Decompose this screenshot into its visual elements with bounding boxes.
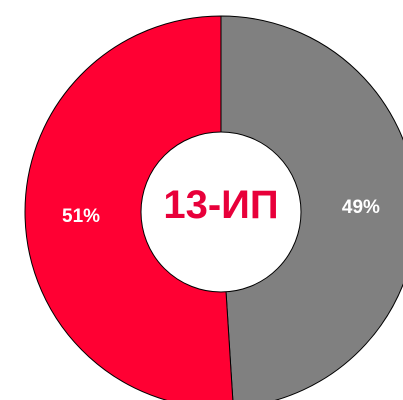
slice-label-1: 49%	[342, 197, 380, 218]
slice-label-2: 51%	[62, 206, 100, 227]
center-label: 13-ИП	[163, 183, 278, 227]
donut-slices	[24, 15, 403, 400]
donut-slice-1	[220, 15, 403, 400]
donut-slice-2	[24, 15, 234, 400]
slice-labels: 49% 51%	[62, 197, 380, 227]
donut-hole	[140, 131, 302, 293]
